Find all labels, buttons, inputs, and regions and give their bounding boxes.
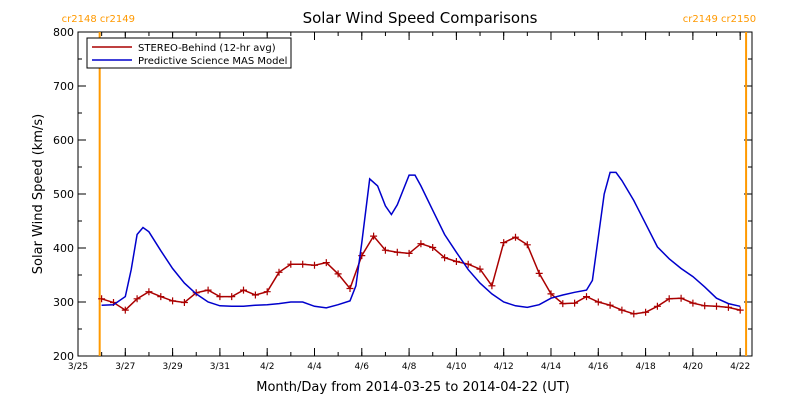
stereo-behind-point <box>346 285 354 292</box>
x-tick-label: 4/2 <box>260 362 274 372</box>
stereo-behind-point <box>287 260 295 268</box>
carrington-markers: cr2148 cr2149 cr2149 cr2150 <box>62 14 756 356</box>
stereo-behind-point <box>417 240 425 248</box>
stereo-behind-point <box>535 269 543 277</box>
stereo-behind-point <box>322 259 330 267</box>
x-tick-label: 4/22 <box>730 362 750 372</box>
stereo-behind-point <box>630 310 638 318</box>
x-tick-label: 4/18 <box>635 362 655 372</box>
series-layer <box>98 171 744 318</box>
stereo-behind-point <box>713 302 720 310</box>
stereo-behind-point <box>559 300 567 308</box>
stereo-behind-point <box>216 293 224 301</box>
carrington-marker-label: cr2148 cr2149 <box>62 14 135 25</box>
stereo-behind-point <box>547 290 555 298</box>
stereo-behind-point <box>476 265 484 273</box>
x-axis: 3/25 3/27 3/29 3/31 4/2 4/4 4/6 4/8 4/10 4/12 4/14… <box>68 32 750 372</box>
stereo-behind-point <box>169 297 177 305</box>
legend-label-mas-model: Predictive Science MAS Model <box>138 56 287 67</box>
y-tick-label: 400 <box>53 242 74 255</box>
x-tick-label: 4/8 <box>402 362 417 372</box>
x-tick-label: 4/6 <box>355 362 370 372</box>
y-tick-label: 600 <box>53 134 74 147</box>
stereo-behind-point <box>618 306 626 314</box>
stereo-behind-point <box>145 288 153 296</box>
legend: STEREO-Behind (12-hr avg) Predictive Sci… <box>86 37 292 69</box>
stereo-behind-point <box>665 295 673 303</box>
carrington-marker-label: cr2149 cr2150 <box>683 14 756 25</box>
stereo-behind-point <box>133 295 141 303</box>
x-tick-label: 3/29 <box>162 362 182 372</box>
x-tick-label: 3/31 <box>210 362 230 372</box>
y-tick-label: 800 <box>53 26 74 39</box>
x-axis-label: Month/Day from 2014-03-25 to 2014-04-22 … <box>256 380 569 395</box>
stereo-behind-point <box>736 306 744 314</box>
stereo-behind-point <box>121 306 129 314</box>
stereo-behind-point <box>653 302 661 310</box>
y-tick-label: 500 <box>53 188 74 201</box>
stereo-behind-point <box>263 288 271 296</box>
stereo-behind-point <box>192 289 200 297</box>
stereo-behind-point <box>500 239 508 247</box>
stereo-behind-point <box>512 233 519 241</box>
stereo-behind-point <box>606 301 614 309</box>
stereo-behind-point <box>228 293 236 301</box>
stereo-behind-point <box>642 308 650 316</box>
stereo-behind-point <box>381 246 389 254</box>
stereo-behind-point <box>583 293 590 301</box>
stereo-behind-point <box>523 241 531 249</box>
stereo-behind-point <box>98 295 106 303</box>
stereo-behind-line <box>101 234 741 315</box>
stereo-behind-point <box>594 298 602 306</box>
y-tick-label: 700 <box>53 80 74 93</box>
stereo-behind-point <box>204 286 212 294</box>
x-tick-label: 4/10 <box>446 362 466 372</box>
chart-title: Solar Wind Speed Comparisons <box>303 9 538 27</box>
x-tick-label: 4/12 <box>494 362 514 372</box>
stereo-behind-point <box>677 294 685 302</box>
stereo-behind-point <box>370 232 378 240</box>
stereo-behind-point <box>275 268 283 276</box>
stereo-behind-point <box>311 261 318 269</box>
stereo-behind-point <box>393 248 401 256</box>
x-tick-label: 3/27 <box>115 362 135 372</box>
stereo-behind-point <box>571 299 579 307</box>
stereo-behind-point <box>251 291 259 299</box>
stereo-behind-point <box>405 249 413 257</box>
y-tick-label: 300 <box>53 296 74 309</box>
y-tick-label: 200 <box>53 350 74 363</box>
stereo-behind-point <box>464 260 472 268</box>
stereo-behind-point <box>240 286 247 294</box>
x-tick-label: 4/20 <box>683 362 703 372</box>
stereo-behind-point <box>488 282 496 290</box>
stereo-behind-point <box>441 254 449 262</box>
x-tick-label: 4/14 <box>541 362 561 372</box>
x-tick-label: 4/16 <box>588 362 608 372</box>
x-tick-label: 3/25 <box>68 362 88 372</box>
legend-box <box>86 37 292 69</box>
x-tick-label: 4/4 <box>307 362 322 372</box>
mas-model-line <box>101 171 741 309</box>
stereo-behind-point <box>452 258 460 265</box>
y-axis-label: Solar Wind Speed (km/s) <box>31 114 46 274</box>
stereo-behind-point <box>180 299 188 306</box>
stereo-behind-point <box>429 244 437 251</box>
stereo-behind-point <box>334 270 342 278</box>
stereo-behind-point <box>701 302 709 310</box>
plot-frame <box>77 31 753 357</box>
stereo-behind-point <box>724 303 732 311</box>
stereo-behind-point <box>157 293 165 301</box>
stereo-behind-point <box>299 260 307 268</box>
legend-label-stereo: STEREO-Behind (12-hr avg) <box>138 43 276 54</box>
stereo-behind-point <box>689 299 697 307</box>
